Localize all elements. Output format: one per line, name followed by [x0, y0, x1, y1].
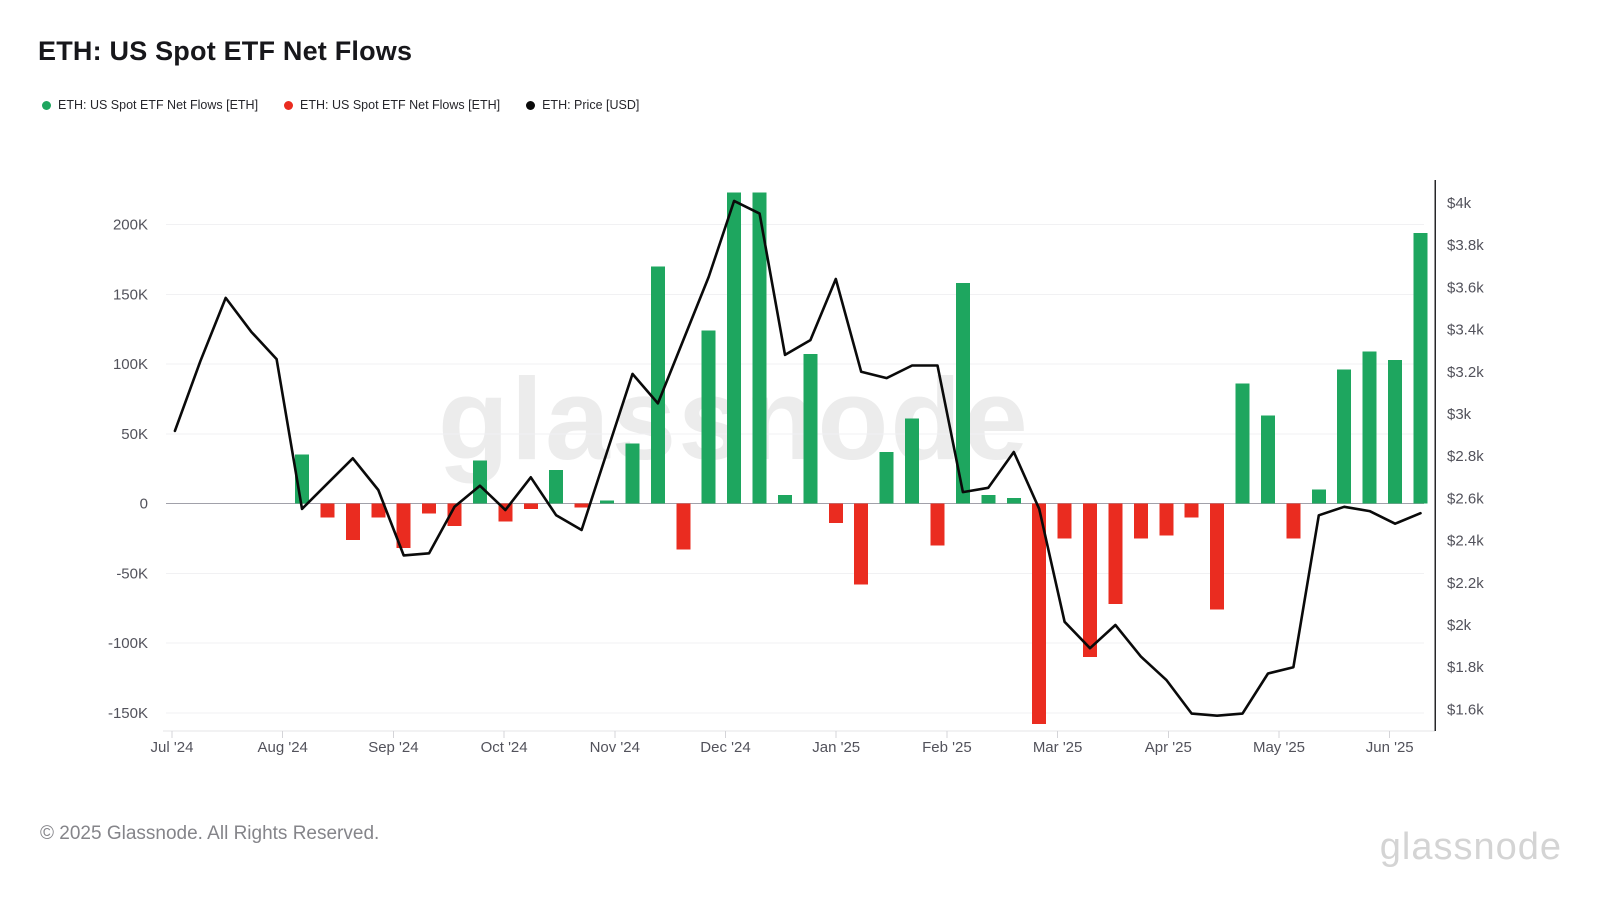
flow-bar — [523, 503, 538, 510]
gridlines — [166, 224, 1424, 714]
month-tick-label: Sep '24 — [368, 739, 418, 756]
flow-bar — [345, 503, 360, 540]
flow-bar — [1260, 415, 1275, 504]
flow-bar — [600, 500, 615, 504]
flow-bar — [1413, 232, 1428, 504]
flow-bar — [1184, 503, 1199, 518]
flow-bar — [879, 451, 894, 504]
glassnode-logo: glassnode — [1379, 826, 1562, 868]
flow-bar — [549, 470, 564, 504]
month-tick-label: Nov '24 — [590, 739, 640, 756]
legend-item-price[interactable]: ETH: Price [USD] — [526, 98, 639, 112]
flow-bar — [1210, 503, 1225, 610]
netflow-bars — [295, 192, 1428, 724]
flow-bar — [1032, 503, 1047, 724]
price-tick-label: $2.2k — [1447, 575, 1484, 592]
price-tick-label: $2.4k — [1447, 533, 1484, 550]
price-tick-label: $2.6k — [1447, 490, 1484, 507]
left-axis-labels: 200K 150K 100K 50K 0 -50K -100K -150K — [108, 217, 148, 722]
flow-bar — [1108, 503, 1123, 604]
flow-bar — [1362, 351, 1377, 504]
flow-bar — [854, 503, 869, 585]
price-tick-label: $3.4k — [1447, 322, 1484, 339]
month-tick-label: Jul '24 — [151, 739, 194, 756]
flow-bar — [1388, 359, 1403, 504]
month-tick-label: Jun '25 — [1366, 739, 1414, 756]
month-tick-label: Mar '25 — [1033, 739, 1083, 756]
flow-tick-label: 50K — [121, 426, 148, 443]
flow-bar — [905, 418, 920, 504]
flow-tick-label: 100K — [113, 356, 148, 373]
price-tick-label: $2.8k — [1447, 448, 1484, 465]
flow-bar — [1311, 489, 1326, 504]
flow-bar — [777, 495, 792, 504]
flow-bar — [828, 503, 843, 524]
flow-bar — [701, 330, 716, 504]
price-tick-label: $3k — [1447, 406, 1472, 423]
chart-legend: ETH: US Spot ETF Net Flows [ETH] ETH: US… — [42, 98, 639, 112]
flow-bar — [1159, 503, 1174, 536]
flow-bar — [803, 354, 818, 504]
price-tick-label: $4k — [1447, 195, 1472, 212]
right-axis-labels: $4k $3.8k $3.6k $3.4k $3.2k $3k $2.8k $2.6k $2.4… — [1447, 195, 1484, 718]
page-title: ETH: US Spot ETF Net Flows — [38, 36, 413, 66]
flow-bar — [371, 503, 386, 518]
month-tick-label: Feb '25 — [922, 739, 972, 756]
legend-item-netflows-negative[interactable]: ETH: US Spot ETF Net Flows [ETH] — [284, 98, 500, 112]
flow-bar — [447, 503, 462, 526]
month-tick-label: Jan '25 — [812, 739, 860, 756]
flow-bar — [676, 503, 691, 550]
legend-label: ETH: US Spot ETF Net Flows [ETH] — [300, 98, 501, 112]
flow-bar — [930, 503, 945, 546]
flow-bar — [1057, 503, 1072, 539]
flow-tick-label: -150K — [108, 705, 148, 722]
flow-tick-label: 200K — [113, 217, 148, 234]
red-dot-icon — [284, 100, 294, 110]
flow-bar — [396, 503, 411, 549]
copyright-text: © 2025 Glassnode. All Rights Reserved. — [40, 823, 380, 844]
price-line — [173, 199, 1422, 718]
flow-bar — [1006, 497, 1021, 504]
price-tick-label: $3.8k — [1447, 237, 1484, 254]
price-tick-label: $1.6k — [1447, 701, 1484, 718]
flow-bar — [1133, 503, 1148, 539]
flow-bar — [650, 266, 665, 504]
month-tick-label: Dec '24 — [700, 739, 750, 756]
flow-bar — [574, 503, 589, 508]
month-tick-label: Aug '24 — [257, 739, 307, 756]
flow-bar — [625, 443, 640, 504]
legend-label: ETH: Price [USD] — [542, 98, 640, 112]
black-dot-icon — [526, 100, 536, 110]
legend-item-netflows-positive[interactable]: ETH: US Spot ETF Net Flows [ETH] — [42, 98, 258, 112]
month-tick-label: Apr '25 — [1145, 739, 1192, 756]
flow-bar — [320, 503, 335, 518]
flow-bar — [1083, 503, 1098, 657]
flow-bar — [1286, 503, 1301, 539]
flow-bar — [1235, 383, 1250, 504]
flow-tick-label: 0 — [140, 496, 148, 513]
flow-bar — [472, 460, 487, 504]
price-tick-label: $3.2k — [1447, 364, 1484, 381]
flow-bar — [955, 283, 970, 504]
month-tick-label: Oct '24 — [481, 739, 528, 756]
price-tick-label: $3.6k — [1447, 279, 1484, 296]
green-dot-icon — [42, 100, 51, 110]
month-tick-label: May '25 — [1253, 739, 1305, 756]
flow-tick-label: 150K — [113, 286, 148, 303]
flow-bar — [422, 503, 437, 514]
price-tick-label: $1.8k — [1447, 659, 1484, 676]
flow-bar — [727, 192, 742, 504]
flow-tick-label: -50K — [116, 565, 148, 582]
flow-bar — [1337, 369, 1352, 504]
flow-bar — [752, 192, 767, 504]
x-axis: Jul '24 Aug '24 Sep '24 Oct '24 Nov '24 Dec '… — [151, 730, 1435, 756]
flow-tick-label: -100K — [108, 635, 148, 652]
price-tick-label: $2k — [1447, 617, 1472, 634]
legend-label: ETH: US Spot ETF Net Flows [ETH] — [58, 98, 259, 112]
flow-bar — [981, 495, 996, 504]
